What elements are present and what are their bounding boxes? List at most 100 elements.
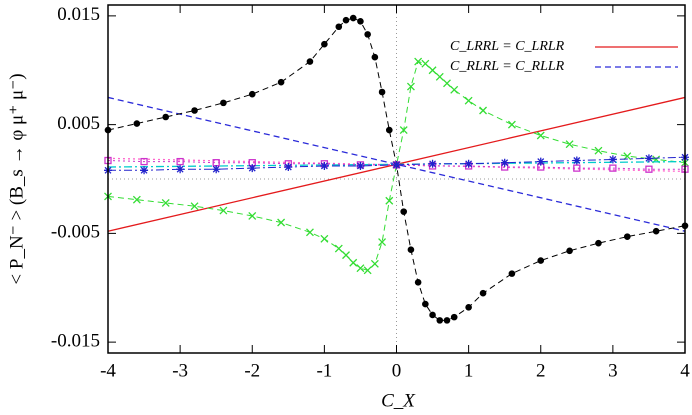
marker bbox=[349, 258, 358, 267]
marker bbox=[371, 53, 379, 61]
marker bbox=[248, 164, 257, 173]
x-tick-label: 0 bbox=[392, 360, 402, 381]
series-line bbox=[107, 160, 685, 170]
marker bbox=[464, 159, 473, 168]
marker bbox=[536, 157, 545, 166]
marker bbox=[356, 161, 365, 170]
marker bbox=[644, 154, 653, 163]
marker bbox=[320, 161, 329, 170]
y-axis-label: < P_N⁻ > (B_s → φ μ⁺ μ⁻) bbox=[6, 73, 27, 284]
x-tick-label: -3 bbox=[172, 360, 188, 381]
marker bbox=[385, 126, 393, 134]
marker bbox=[406, 82, 415, 91]
marker bbox=[191, 107, 198, 114]
marker bbox=[284, 163, 293, 172]
marker bbox=[500, 158, 509, 167]
marker bbox=[132, 195, 141, 204]
marker bbox=[356, 264, 365, 273]
x-tick-label: 4 bbox=[680, 360, 690, 381]
marker bbox=[450, 85, 459, 94]
x-tick-label: 3 bbox=[608, 360, 618, 381]
marker bbox=[652, 227, 660, 235]
marker bbox=[507, 120, 516, 129]
marker bbox=[162, 113, 169, 121]
marker bbox=[370, 259, 379, 268]
marker bbox=[385, 196, 394, 205]
marker bbox=[342, 251, 350, 260]
marker bbox=[536, 131, 545, 140]
marker bbox=[479, 106, 488, 115]
marker bbox=[342, 16, 350, 24]
x-tick-label: 1 bbox=[464, 360, 474, 381]
marker bbox=[212, 165, 221, 174]
marker bbox=[161, 198, 170, 207]
marker bbox=[364, 31, 371, 38]
marker bbox=[595, 239, 602, 247]
x-tick-label: 2 bbox=[536, 360, 546, 381]
marker bbox=[363, 266, 372, 275]
marker bbox=[465, 304, 472, 311]
marker bbox=[566, 247, 573, 255]
marker bbox=[572, 156, 581, 165]
marker bbox=[305, 228, 314, 237]
marker bbox=[645, 165, 653, 173]
marker bbox=[399, 126, 408, 135]
legend-label: C_RLRL = C_RLLR bbox=[450, 59, 565, 74]
marker bbox=[464, 96, 473, 105]
marker bbox=[443, 79, 451, 88]
marker bbox=[400, 208, 408, 215]
marker bbox=[609, 164, 617, 172]
marker bbox=[608, 155, 617, 164]
marker bbox=[320, 234, 329, 243]
marker bbox=[190, 202, 199, 211]
marker bbox=[392, 160, 401, 169]
marker bbox=[623, 152, 632, 161]
marker bbox=[334, 244, 343, 253]
series-line bbox=[107, 157, 686, 173]
marker bbox=[176, 165, 185, 174]
x-tick-label: -4 bbox=[100, 360, 116, 381]
marker bbox=[435, 72, 444, 81]
x-axis-label: C_X bbox=[381, 390, 416, 411]
marker bbox=[248, 90, 256, 98]
marker bbox=[306, 58, 314, 65]
y-tick-label: -0.005 bbox=[51, 222, 100, 243]
series-line bbox=[107, 96, 686, 232]
marker bbox=[357, 18, 364, 25]
marker bbox=[508, 270, 516, 277]
series-line bbox=[107, 60, 686, 271]
marker bbox=[428, 66, 437, 75]
marker bbox=[248, 212, 257, 220]
marker bbox=[176, 157, 184, 166]
marker bbox=[624, 233, 631, 240]
marker bbox=[421, 59, 430, 68]
x-tick-label: -2 bbox=[244, 360, 260, 381]
plot-frame bbox=[107, 4, 686, 354]
marker bbox=[140, 166, 149, 175]
marker bbox=[565, 140, 574, 149]
marker bbox=[140, 157, 148, 166]
marker bbox=[133, 120, 141, 127]
marker bbox=[594, 146, 603, 155]
marker bbox=[220, 99, 227, 107]
marker bbox=[429, 311, 436, 319]
marker bbox=[479, 289, 487, 297]
x-tick-label: -1 bbox=[316, 360, 332, 381]
marker bbox=[349, 14, 357, 22]
marker bbox=[436, 317, 444, 324]
marker bbox=[573, 164, 581, 172]
y-tick-label: 0.015 bbox=[57, 4, 100, 25]
marker bbox=[321, 40, 328, 48]
marker bbox=[422, 300, 429, 308]
y-tick-label: 0.005 bbox=[57, 113, 100, 134]
marker bbox=[378, 88, 386, 96]
legend-label: C_LRRL = C_LRLR bbox=[450, 39, 565, 54]
marker bbox=[414, 279, 422, 286]
marker bbox=[537, 257, 545, 264]
marker bbox=[277, 78, 285, 86]
marker bbox=[219, 206, 228, 215]
marker bbox=[378, 238, 387, 247]
marker bbox=[407, 246, 415, 253]
marker bbox=[277, 218, 286, 227]
